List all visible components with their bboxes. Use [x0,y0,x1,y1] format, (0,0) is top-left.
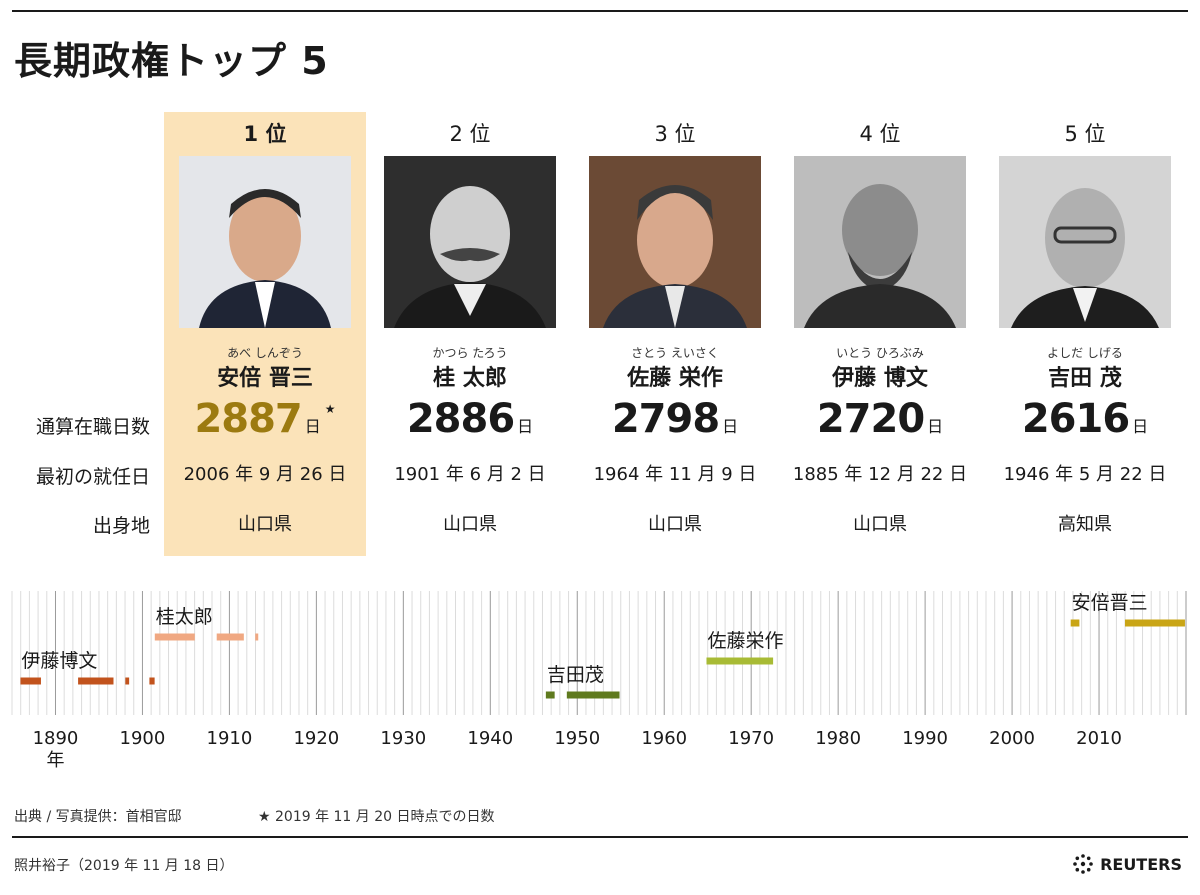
days-value: 2886 [406,396,515,442]
days-in-office: 2616 日 [984,396,1186,442]
x-unit-label: 年 [46,750,64,771]
rank-column-2: 2 位 かつら たろう 桂 太郎 2886 日 1901 年 6 月 2 日 山口… [369,112,571,556]
brand-name: REUTERS [1100,854,1182,874]
tenure-bar [154,633,195,641]
page-title: 長期政権トップ 5 [14,39,329,83]
reuters-dots-icon [1073,854,1093,874]
first-appointment-date: 2006 年 9 月 26 日 [183,464,347,485]
days-unit: 日 [517,417,534,436]
portrait-photo [589,156,761,328]
x-tick-label: 2010 [1076,728,1122,749]
days-unit: 日 [722,417,739,436]
reuters-logo: REUTERS [1072,853,1182,875]
portrait-photo [384,156,556,328]
first-appointment-date: 1901 年 6 月 2 日 [394,464,546,485]
source-credit: 出典 / 写真提供：首相官邸 [14,809,182,825]
x-tick-label: 1910 [207,728,253,749]
pm-name: 吉田 茂 [1048,366,1122,391]
days-in-office: 2887 日★ [164,396,366,442]
x-tick-label: 1990 [902,728,948,749]
rank-label: 2 位 [449,122,491,146]
days-in-office: 2798 日 [574,396,776,442]
tenure-bar [706,657,774,665]
series-label: 佐藤栄作 [707,630,783,652]
series-label: 安倍晋三 [1072,592,1148,614]
portrait-photo [794,156,966,328]
tenure-bar [1124,619,1185,627]
tenure-bar [20,677,41,685]
series-label: 桂太郎 [156,606,213,628]
rank-column-1: 1 位 あべ しんぞう 安倍 晋三 2887 日★ 2006 年 9 月 26 日… [164,112,366,556]
rank-column-3: 3 位 さとう えいさく 佐藤 栄作 2798 日 1964 年 11 月 9 日… [574,112,776,556]
author-credit: 照井裕子（2019 年 11 月 18 日） [14,858,234,874]
tenure-bar [1070,619,1080,627]
first-appointment-date: 1885 年 12 月 22 日 [792,464,968,485]
days-value: 2887 [194,396,302,442]
row-label-days: 通算在職日数 [35,416,150,438]
pm-name: 桂 太郎 [433,366,507,391]
tenure-bar [78,677,114,685]
x-tick-label: 1900 [120,728,166,749]
x-tick-label: 1960 [641,728,687,749]
row-label-birthplace: 出身地 [92,515,150,537]
days-unit: 日 [927,417,944,436]
pm-name: 伊藤 博文 [832,366,928,391]
tenure-timeline-chart: 1890 1900 1910 1920 1930 1940 1950 1960 1970 1980… [11,591,1187,771]
days-unit: 日 [1132,417,1149,436]
name-ruby: かつら たろう [432,346,508,360]
series-label: 伊藤博文 [21,650,97,672]
portrait-photo [999,156,1171,328]
x-tick-label: 2000 [989,728,1035,749]
top-rule [12,10,1188,12]
x-tick-label: 1930 [380,728,426,749]
asterisk-mark: ★ [324,402,336,416]
x-tick-label: 1970 [728,728,774,749]
rank-label: 5 位 [1064,122,1106,146]
rank-label: 4 位 [859,122,901,146]
series-label: 吉田茂 [547,664,604,686]
tenure-bar [149,677,155,685]
birthplace: 山口県 [443,514,497,535]
pm-name: 安倍 晋三 [217,366,313,391]
first-appointment-date: 1964 年 11 月 9 日 [593,464,757,485]
tenure-bar [545,691,555,699]
name-ruby: あべ しんぞう [227,346,303,360]
tenure-bar [255,633,259,641]
portrait-photo [179,156,351,328]
rank-column-4: 4 位 いとう ひろぶみ 伊藤 博文 2720 日 1885 年 12 月 22 … [779,112,981,556]
rank-column-5: 5 位 よしだ しげる 吉田 茂 2616 日 1946 年 5 月 22 日 高… [984,112,1186,556]
days-value: 2720 [816,396,925,442]
birthplace: 高知県 [1058,514,1112,535]
days-value: 2616 [1021,396,1130,442]
name-ruby: さとう えいさく [631,346,719,360]
x-tick-label: 1940 [467,728,513,749]
x-tick-label: 1890 [33,728,79,749]
birthplace: 山口県 [853,514,907,535]
bottom-rule [12,836,1188,838]
footnote: ★ 2019 年 11 月 20 日時点での日数 [258,809,495,825]
days-unit: 日 [304,417,321,436]
rank-label: 3 位 [654,122,696,146]
name-ruby: よしだ しげる [1047,346,1123,360]
birthplace: 山口県 [648,514,702,535]
row-label-first-date: 最初の就任日 [35,466,150,488]
x-tick-label: 1920 [293,728,339,749]
tenure-bar [566,691,620,699]
birthplace: 山口県 [238,514,292,535]
tenure-bar [125,677,130,685]
rank-label: 1 位 [243,122,287,146]
x-tick-label: 1980 [815,728,861,749]
days-in-office: 2720 日 [779,396,981,442]
tenure-bar [216,633,244,641]
days-in-office: 2886 日 [369,396,571,442]
pm-name: 佐藤 栄作 [627,366,723,391]
first-appointment-date: 1946 年 5 月 22 日 [1003,464,1167,485]
name-ruby: いとう ひろぶみ [836,346,924,360]
x-tick-label: 1950 [554,728,600,749]
days-value: 2798 [611,396,720,442]
